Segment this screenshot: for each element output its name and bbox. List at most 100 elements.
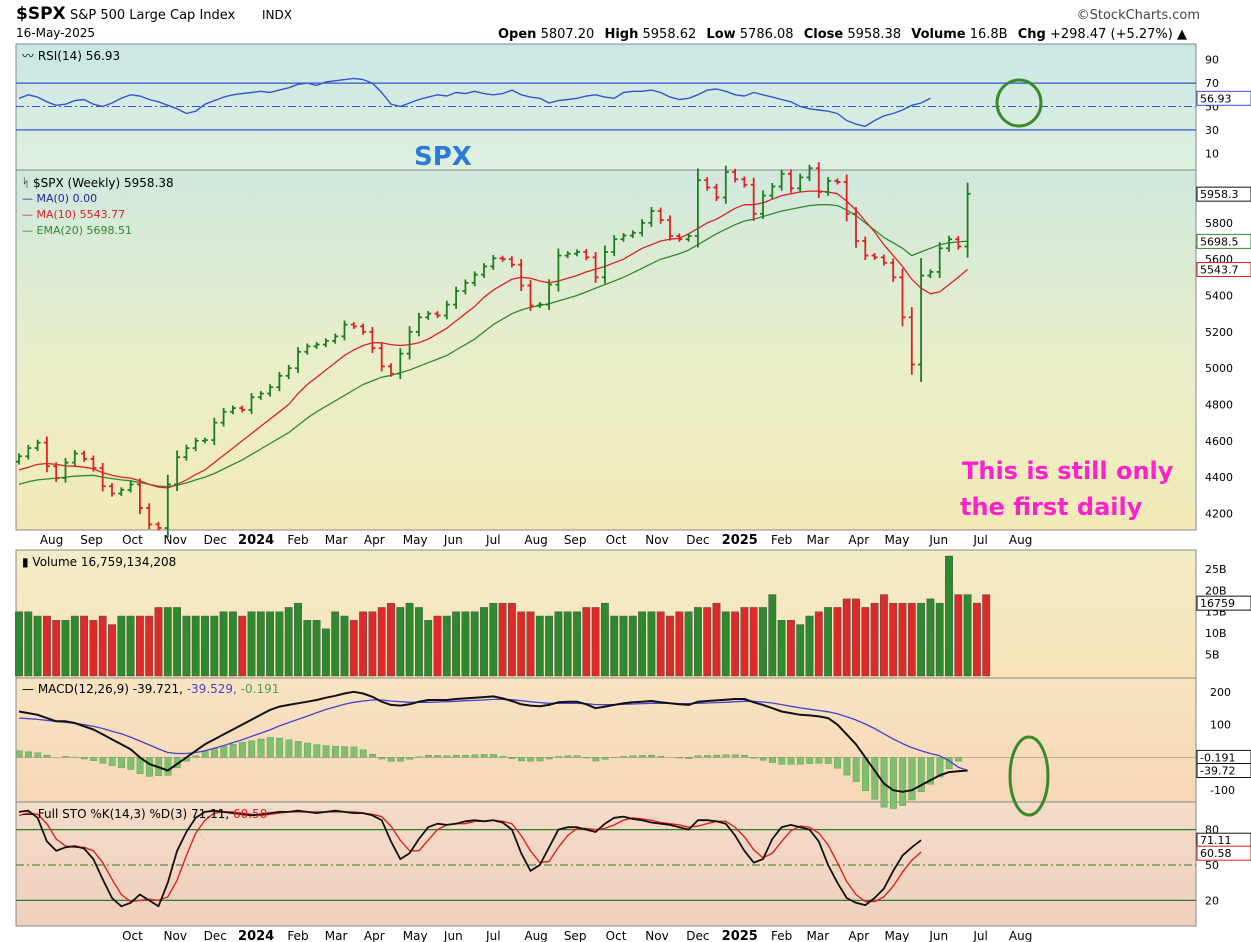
volume-bar xyxy=(982,594,991,677)
volume-bar xyxy=(517,611,526,677)
volume-bar xyxy=(563,611,572,677)
volume-tick-label: 25B xyxy=(1205,563,1227,576)
macd-histogram-bar xyxy=(452,754,460,758)
macd-histogram-bar xyxy=(332,746,339,758)
macd-tick-label: 100 xyxy=(1210,719,1231,732)
volume-bar xyxy=(61,620,70,677)
volume-bar xyxy=(173,607,181,677)
x-axis-label: 2025 xyxy=(722,533,758,548)
macd-layer: 200 100 -100 — MACD(12,26,9) -39.721, -39.5… xyxy=(15,682,1251,809)
volume-bar xyxy=(163,607,172,677)
volume-bar xyxy=(43,615,51,677)
volume-bar xyxy=(182,615,191,677)
macd-histogram-bar xyxy=(276,737,283,758)
open-label: Open xyxy=(498,27,536,42)
brand-label: ©StockCharts.com xyxy=(1077,8,1200,23)
x-axis-label-bottom: Apr xyxy=(364,929,385,942)
macd-histogram-bar xyxy=(341,746,349,758)
x-axis-label-bottom: Jun xyxy=(928,929,948,942)
volume-bar xyxy=(70,615,79,677)
price-last-label: 5958.3 xyxy=(1200,188,1239,201)
macd-histogram-bar xyxy=(890,757,897,809)
macd-histogram-bar xyxy=(266,737,274,758)
macd-histogram-bar xyxy=(824,757,832,764)
x-axis-label-bottom: Mar xyxy=(807,929,830,942)
high-label: High xyxy=(604,27,638,42)
macd-histogram-bar xyxy=(99,757,107,764)
volume-bar xyxy=(359,611,367,677)
volume-bar xyxy=(108,624,116,677)
volume-bar xyxy=(694,607,702,677)
volume-bar xyxy=(945,555,953,677)
macd-histogram-bar xyxy=(425,754,432,758)
volume-bar xyxy=(647,611,656,677)
x-axis-label-bottom: Jul xyxy=(485,929,500,942)
volume-bar xyxy=(80,615,89,677)
volume-bar xyxy=(387,602,395,677)
x-axis-label: Nov xyxy=(164,533,187,547)
macd-histogram-bar xyxy=(713,754,721,758)
x-axis-label-bottom: Dec xyxy=(686,929,709,942)
x-axis-label: Jun xyxy=(928,533,948,547)
macd-histogram-bar xyxy=(164,757,172,776)
sto-tick-label: 20 xyxy=(1205,894,1219,907)
macd-histogram-bar xyxy=(397,757,404,762)
volume-bar xyxy=(284,607,293,677)
x-axis-label: Aug xyxy=(524,533,547,547)
volume-bar xyxy=(498,602,507,677)
price-tick-label: 4400 xyxy=(1205,471,1233,484)
macd-histogram-bar xyxy=(759,757,767,761)
volume-tick-label: 20B xyxy=(1205,584,1227,597)
x-axis-label-bottom: Feb xyxy=(287,929,308,942)
sto-legend: — Full STO %K(14,3) %D(3) 71.11, 60.58 xyxy=(22,807,267,821)
macd-histogram-bar xyxy=(238,742,246,758)
rsi-legend: 〰 RSI(14) 56.93 xyxy=(22,49,120,63)
volume-bar xyxy=(582,607,591,677)
macd-histogram-bar xyxy=(387,757,395,762)
volume-bar xyxy=(266,611,274,677)
close-label: Close xyxy=(804,27,844,42)
macd-histogram-bar xyxy=(220,746,228,758)
chg-value: +298.47 (+5.27%) xyxy=(1050,27,1173,42)
volume-last-label-box xyxy=(1196,595,1251,611)
sto-d-line xyxy=(18,811,922,903)
volume-bar xyxy=(610,615,619,677)
x-axis-label-bottom: Feb xyxy=(771,929,792,942)
volume-bar xyxy=(433,615,442,677)
ema20-last-label: 5698.5 xyxy=(1200,235,1239,248)
volume-bar xyxy=(628,615,637,677)
volume-bar xyxy=(545,615,554,677)
volume-tick-label: 10B xyxy=(1205,627,1227,640)
volume-bar xyxy=(759,607,767,677)
volume-bar xyxy=(740,607,749,677)
volume-bar xyxy=(935,602,944,677)
rsi-last-value-box xyxy=(1196,90,1251,106)
rsi-tick-label: 10 xyxy=(1205,147,1219,160)
macd-tick-label: -100 xyxy=(1210,784,1235,797)
volume-bar xyxy=(535,615,544,677)
x-axis-label: Dec xyxy=(686,533,709,547)
volume-bar xyxy=(256,611,265,677)
macd-histogram-bar xyxy=(369,753,376,758)
note-line-1: This is still only xyxy=(962,457,1174,485)
macd-histogram-bar xyxy=(955,757,962,762)
low-value: 5786.08 xyxy=(740,27,794,42)
x-axis-label: Jul xyxy=(972,533,987,547)
macd-line xyxy=(18,690,968,793)
x-axis-label-bottom: Oct xyxy=(122,929,143,942)
volume-bar xyxy=(312,620,321,677)
volume-bar xyxy=(415,607,423,677)
volume-tick-label: 5B xyxy=(1205,649,1220,662)
volume-bar xyxy=(238,615,247,677)
volume-bar xyxy=(554,611,563,677)
macd-histogram-bar xyxy=(248,740,256,758)
volume-bar xyxy=(89,620,98,677)
volume-bar xyxy=(508,602,516,677)
chg-up-icon: ▲ xyxy=(1177,27,1187,42)
volume-bar xyxy=(349,620,358,677)
x-axis-label: Oct xyxy=(606,533,627,547)
volume-bar xyxy=(796,624,805,677)
macd-histogram-bar xyxy=(34,752,42,758)
